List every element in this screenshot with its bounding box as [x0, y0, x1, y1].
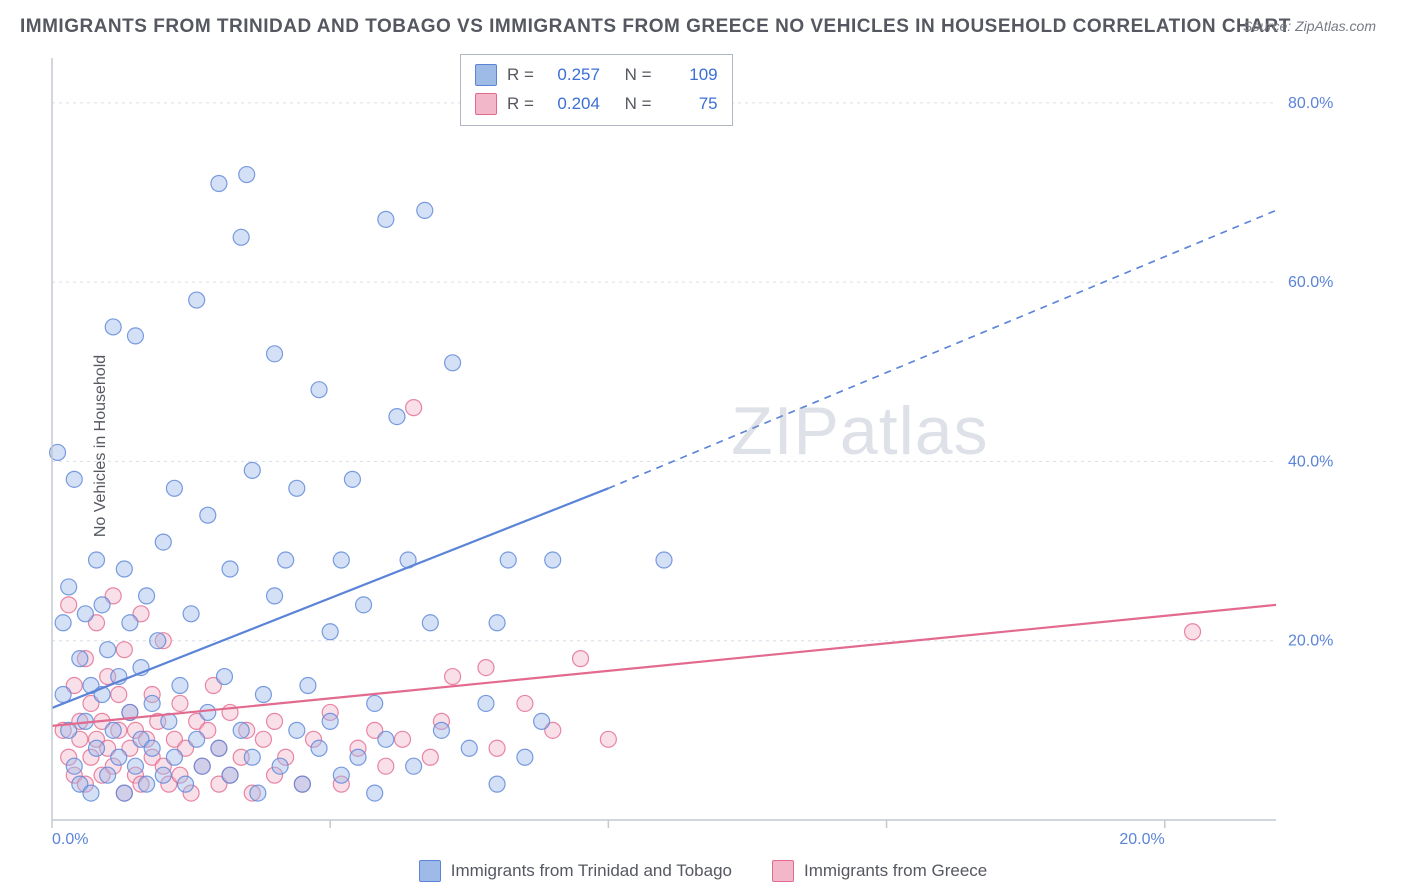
svg-text:60.0%: 60.0%	[1288, 274, 1333, 291]
legend-swatch-series-2	[475, 93, 497, 115]
legend-item-series-2: Immigrants from Greece	[772, 860, 987, 882]
legend-label: Immigrants from Greece	[804, 861, 987, 881]
legend-row-series-2: R = 0.204 N = 75	[475, 90, 718, 119]
legend-n-value: 75	[662, 90, 718, 119]
legend-swatch-series-1	[419, 860, 441, 882]
legend-row-series-1: R = 0.257 N = 109	[475, 61, 718, 90]
svg-text:80.0%: 80.0%	[1288, 95, 1333, 112]
legend-r-label: R =	[507, 90, 534, 119]
legend-swatch-series-1	[475, 64, 497, 86]
svg-text:0.0%: 0.0%	[52, 831, 88, 848]
legend-swatch-series-2	[772, 860, 794, 882]
chart-title: IMMIGRANTS FROM TRINIDAD AND TOBAGO VS I…	[20, 16, 1291, 38]
legend-label: Immigrants from Trinidad and Tobago	[451, 861, 732, 881]
legend-item-series-1: Immigrants from Trinidad and Tobago	[419, 860, 732, 882]
legend-r-value: 0.257	[544, 61, 600, 90]
chart-area: 20.0% 40.0% 60.0% 80.0% 0.0% 20.0%	[46, 52, 1336, 850]
scatter-chart-svg: 20.0% 40.0% 60.0% 80.0% 0.0% 20.0%	[46, 52, 1336, 850]
svg-text:20.0%: 20.0%	[1119, 831, 1164, 848]
legend-r-value: 0.204	[544, 90, 600, 119]
series-legend: Immigrants from Trinidad and Tobago Immi…	[0, 860, 1406, 882]
legend-n-label: N =	[625, 61, 652, 90]
source-attribution: Source: ZipAtlas.com	[1243, 18, 1376, 34]
svg-text:20.0%: 20.0%	[1288, 633, 1333, 650]
correlation-legend: R = 0.257 N = 109 R = 0.204 N = 75	[460, 54, 733, 126]
legend-n-label: N =	[625, 90, 652, 119]
legend-r-label: R =	[507, 61, 534, 90]
legend-n-value: 109	[662, 61, 718, 90]
svg-text:40.0%: 40.0%	[1288, 453, 1333, 470]
